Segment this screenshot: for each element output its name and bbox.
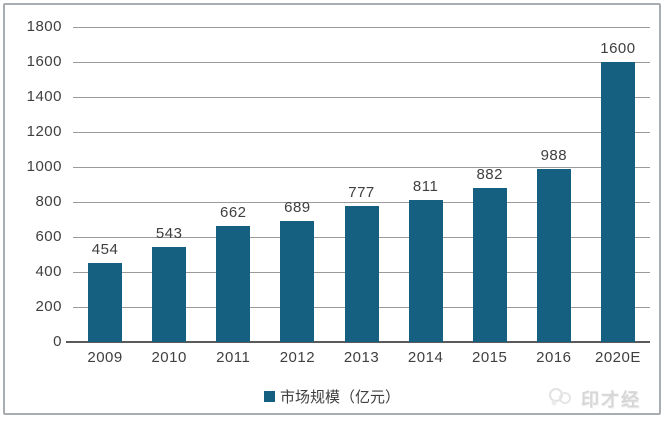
watermark: 印才经 xyxy=(547,386,641,412)
x-axis-tick-label: 2012 xyxy=(279,349,316,366)
y-axis-tick-label: 1000 xyxy=(26,158,62,175)
bar-value-label: 689 xyxy=(284,199,311,217)
bar-2013 xyxy=(344,206,379,342)
bar-value-label: 454 xyxy=(91,240,119,258)
bar-2016 xyxy=(536,169,571,342)
gridline xyxy=(73,96,650,98)
x-axis-tick-label: 2013 xyxy=(343,349,380,366)
bar-2011 xyxy=(216,226,251,342)
x-axis-tick-label: 2014 xyxy=(407,349,444,366)
bar-2020E xyxy=(600,62,635,342)
y-axis-tick-label: 1400 xyxy=(26,88,62,105)
gridline xyxy=(73,166,650,168)
y-axis-tick-label: 600 xyxy=(35,228,62,245)
bar-value-label: 543 xyxy=(155,224,183,242)
gridline xyxy=(73,26,650,28)
legend: 市场规模（亿元） xyxy=(5,386,659,407)
y-axis-tick-label: 1600 xyxy=(26,53,62,70)
legend-label: 市场规模（亿元） xyxy=(279,389,400,406)
bar-2009 xyxy=(88,262,123,342)
bar-2010 xyxy=(152,246,187,342)
bar-2015 xyxy=(472,187,507,342)
x-axis-tick-label: 2011 xyxy=(216,349,251,366)
watermark-text: 印才经 xyxy=(581,390,641,410)
x-axis-line xyxy=(66,341,650,343)
bar-2012 xyxy=(280,221,315,342)
bar-value-label: 777 xyxy=(348,184,375,202)
bar-2014 xyxy=(408,200,443,342)
x-axis: 2009 2010 2011 2012 2013 2014 2015 2016 2020E xyxy=(73,349,650,367)
y-axis: 0 200 400 600 800 1000 1200 1400 1600 1800 xyxy=(5,18,62,350)
legend-swatch-icon xyxy=(263,391,275,402)
x-axis-tick-label: 2020E xyxy=(595,349,641,366)
gridline xyxy=(73,131,650,133)
y-axis-tick-label: 1200 xyxy=(26,123,62,140)
x-axis-tick-label: 2010 xyxy=(151,349,187,366)
cloud-logo-icon xyxy=(547,387,575,412)
bar-value-label: 811 xyxy=(412,178,439,196)
bar-value-label: 988 xyxy=(540,147,568,165)
bar-value-label: 882 xyxy=(476,165,503,183)
x-axis-tick-label: 2015 xyxy=(472,349,508,366)
y-axis-tick-label: 0 xyxy=(53,333,62,350)
gridline xyxy=(73,61,650,63)
x-axis-tick-label: 2016 xyxy=(536,349,572,366)
gridline xyxy=(73,201,650,203)
y-axis-tick-label: 800 xyxy=(35,193,62,210)
chart-frame: 0 200 400 600 800 1000 1200 1400 1600 1800 454 543… xyxy=(3,3,661,415)
y-axis-tick-label: 400 xyxy=(35,263,62,280)
y-axis-tick-label: 1800 xyxy=(26,18,62,35)
x-axis-tick-label: 2009 xyxy=(87,349,123,366)
bar-value-label: 1600 xyxy=(600,40,636,57)
plot-area: 454 543 662 689 777 811 882 988 1600 xyxy=(66,26,650,343)
bar-value-label: 662 xyxy=(220,204,247,222)
y-axis-tick-label: 200 xyxy=(35,298,62,315)
